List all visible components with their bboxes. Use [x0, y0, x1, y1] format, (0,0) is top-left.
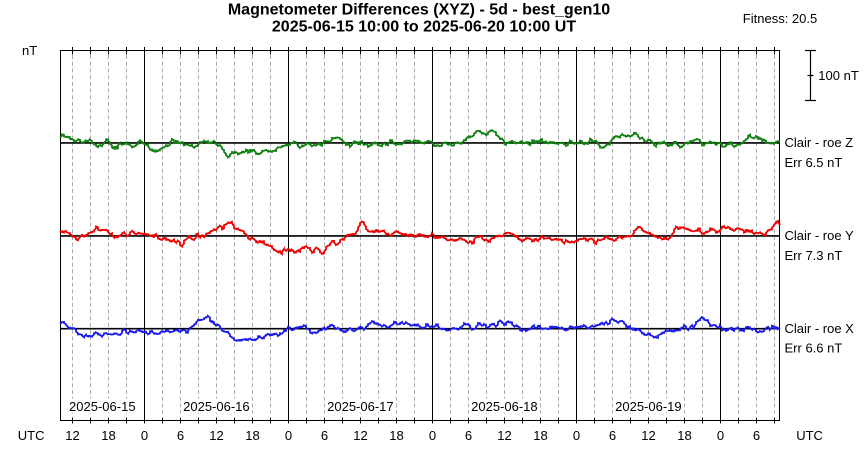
- svg-text:Fitness: 20.5: Fitness: 20.5: [743, 11, 817, 26]
- svg-text:UTC: UTC: [796, 428, 823, 443]
- svg-text:2025-06-17: 2025-06-17: [327, 399, 394, 414]
- svg-text:UTC: UTC: [18, 428, 45, 443]
- svg-text:2025-06-19: 2025-06-19: [615, 399, 682, 414]
- svg-text:0: 0: [429, 428, 436, 443]
- svg-text:2025-06-16: 2025-06-16: [183, 399, 250, 414]
- svg-text:Magnetometer Differences (XYZ): Magnetometer Differences (XYZ) - 5d - be…: [228, 2, 610, 19]
- svg-text:12: 12: [497, 428, 511, 443]
- svg-text:nT: nT: [22, 43, 37, 58]
- svg-text:2025-06-15 10:00 to 2025-06-20: 2025-06-15 10:00 to 2025-06-20 10:00 UT: [272, 19, 576, 36]
- svg-text:12: 12: [65, 428, 79, 443]
- svg-text:6: 6: [177, 428, 184, 443]
- svg-text:6: 6: [753, 428, 760, 443]
- svg-text:6: 6: [321, 428, 328, 443]
- svg-text:0: 0: [573, 428, 580, 443]
- svg-text:0: 0: [717, 428, 724, 443]
- svg-text:12: 12: [641, 428, 655, 443]
- svg-text:18: 18: [389, 428, 403, 443]
- svg-text:2025-06-18: 2025-06-18: [471, 399, 538, 414]
- svg-text:12: 12: [209, 428, 223, 443]
- svg-text:2025-06-15: 2025-06-15: [69, 399, 136, 414]
- svg-text:Err 6.6 nT: Err 6.6 nT: [785, 341, 843, 356]
- svg-text:Clair - roe X: Clair - roe X: [785, 321, 855, 336]
- svg-text:Err 6.5 nT: Err 6.5 nT: [785, 155, 843, 170]
- svg-text:18: 18: [677, 428, 691, 443]
- svg-text:18: 18: [101, 428, 115, 443]
- svg-text:Clair - roe Z: Clair - roe Z: [785, 135, 854, 150]
- svg-text:6: 6: [609, 428, 616, 443]
- svg-text:6: 6: [465, 428, 472, 443]
- svg-text:18: 18: [533, 428, 547, 443]
- svg-text:100 nT: 100 nT: [818, 68, 859, 83]
- svg-text:Err 7.3 nT: Err 7.3 nT: [785, 248, 843, 263]
- svg-text:18: 18: [245, 428, 259, 443]
- svg-text:0: 0: [141, 428, 148, 443]
- svg-text:12: 12: [353, 428, 367, 443]
- svg-text:0: 0: [285, 428, 292, 443]
- svg-text:Clair - roe Y: Clair - roe Y: [785, 228, 854, 243]
